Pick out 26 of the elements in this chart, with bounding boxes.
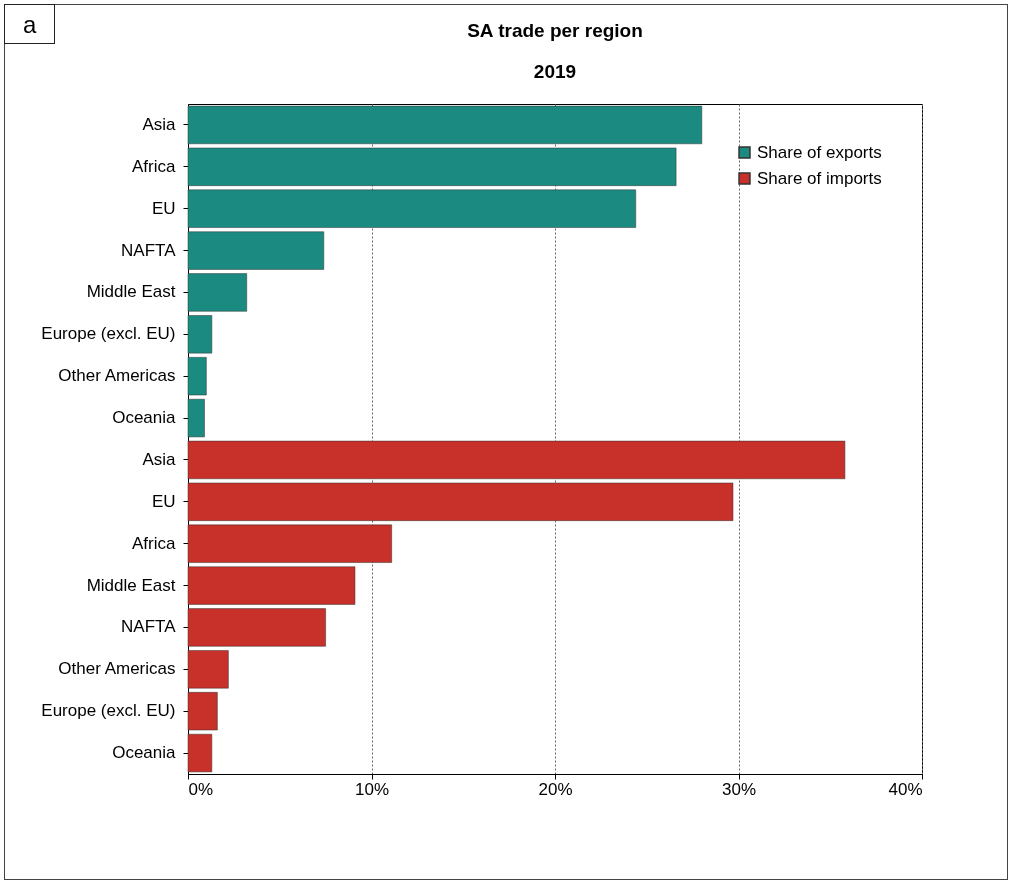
legend-label: Share of imports	[757, 168, 882, 188]
chart-title: SA trade per region	[467, 20, 643, 41]
x-tick-label: 10%	[354, 779, 390, 799]
y-tick-label: Asia	[142, 114, 177, 134]
y-tick-label: Middle East	[86, 575, 176, 595]
y-tick-label: NAFTA	[121, 617, 177, 637]
x-tick-label: 30%	[721, 779, 757, 799]
chart-subtitle: 2019	[533, 61, 577, 82]
y-tick-label: Europe (excl. EU)	[41, 701, 176, 721]
x-tick-label: 20%	[538, 779, 573, 799]
y-tick-label: Africa	[132, 156, 177, 176]
y-tick-label: Oceania	[112, 408, 177, 428]
text: a	[4, 4, 56, 44]
y-tick-label: Asia	[142, 449, 177, 469]
y-tick-label: Europe (excl. EU)	[41, 324, 176, 344]
y-tick-label: Oceania	[112, 743, 177, 763]
y-tick-label: Middle East	[86, 282, 176, 302]
y-tick-label: EU	[151, 198, 176, 218]
y-tick-label: Africa	[132, 533, 177, 553]
x-tick-label: 40%	[888, 779, 923, 799]
y-tick-label: EU	[151, 491, 176, 511]
x-tick-label: 0%	[188, 779, 214, 799]
legend-label: Share of exports	[757, 142, 882, 162]
y-tick-label: Other Americas	[58, 366, 176, 386]
y-tick-label: NAFTA	[121, 240, 177, 260]
y-tick-label: Other Americas	[58, 659, 176, 679]
